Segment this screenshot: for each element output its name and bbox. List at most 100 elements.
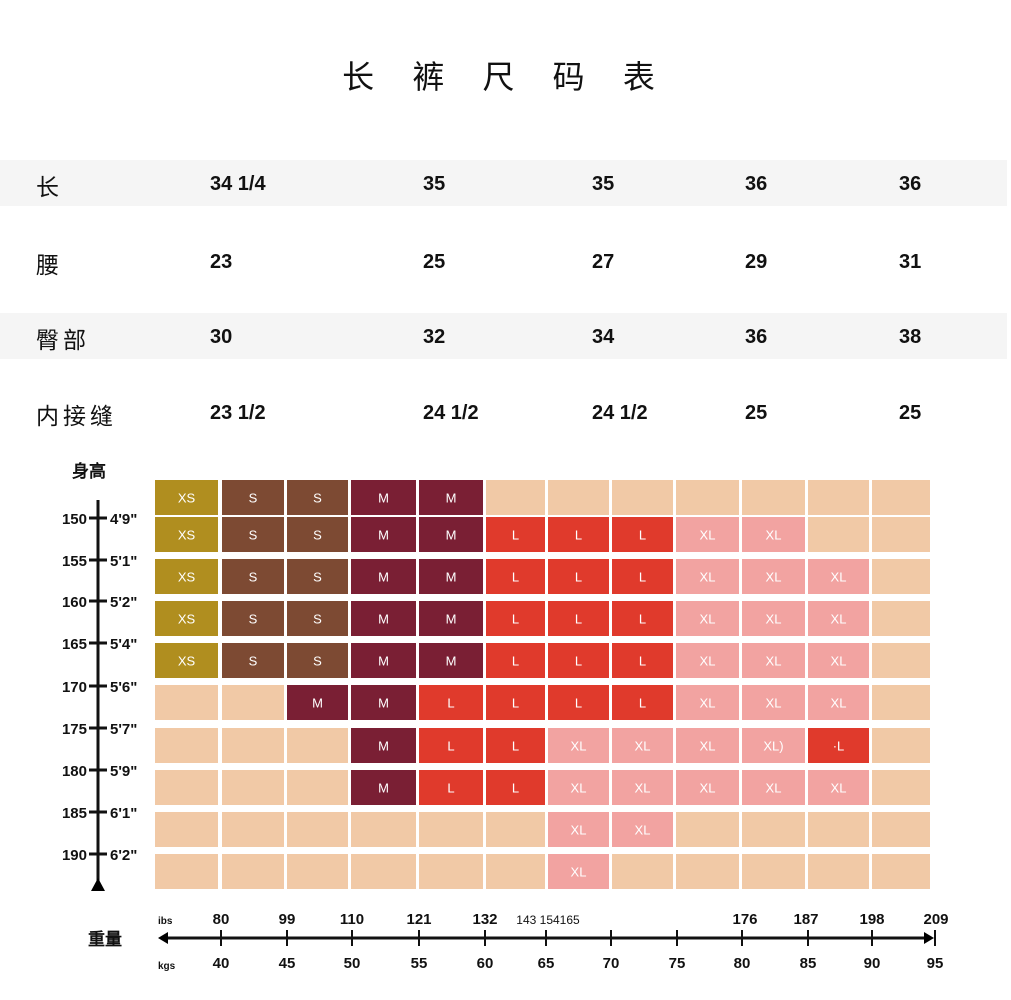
y-tick-cm: 190	[62, 847, 87, 864]
cell-label: S	[249, 528, 258, 543]
cell-label: XS	[178, 570, 196, 585]
heatmap-cell	[351, 480, 416, 515]
y-tick-ft: 5'2"	[110, 594, 137, 611]
x-axis-arrow-left	[158, 932, 168, 944]
heatmap-cell	[222, 685, 284, 720]
heatmap-cell	[287, 728, 348, 763]
heatmap-cell	[155, 854, 218, 889]
cell-label: L	[512, 696, 519, 711]
heatmap-cell	[351, 770, 416, 805]
heatmap-cell	[155, 728, 218, 763]
cell-label: M	[446, 570, 457, 585]
cell-label: S	[249, 612, 258, 627]
heatmap-cell	[287, 517, 348, 552]
cell-label: XL	[700, 781, 716, 796]
table-row-waist: 腰 23 25 27 29 31	[0, 238, 1007, 284]
heatmap-cell	[155, 643, 218, 678]
cell: 31	[899, 251, 922, 273]
heatmap-cell	[155, 601, 218, 636]
y-tick-ft: 5'4"	[110, 636, 137, 653]
heatmap-cell	[222, 854, 284, 889]
y-tick-ft: 5'7"	[110, 721, 137, 738]
cell-label: L	[639, 570, 646, 585]
cell-label: L	[512, 612, 519, 627]
x-tick-lbs: 80	[213, 911, 230, 928]
cell: 25	[899, 402, 922, 424]
x-tick-kgs: 50	[344, 955, 361, 972]
heatmap-cell	[548, 770, 609, 805]
y-tick-cm: 155	[62, 553, 87, 570]
x-tick-lbs: 143 154165	[516, 913, 580, 927]
cell-label: L	[575, 654, 582, 669]
heatmap-cell	[351, 812, 416, 847]
cell-label: XL	[571, 823, 587, 838]
y-axis-label: 身高	[72, 461, 106, 482]
cell-label: L	[447, 739, 454, 754]
heatmap-cell	[676, 770, 739, 805]
y-tick-ft: 4'9"	[110, 511, 137, 528]
heatmap-cell	[808, 854, 869, 889]
heatmap-cell	[548, 517, 609, 552]
cell-label: XL	[635, 739, 651, 754]
heatmap-cell	[548, 601, 609, 636]
cell-label: L	[447, 696, 454, 711]
cell: 34	[592, 326, 615, 348]
cell-label: XL	[766, 654, 782, 669]
cell-label: XL	[635, 781, 651, 796]
page-title: 长 裤 尺 码 表	[342, 58, 669, 96]
heatmap-cell	[351, 854, 416, 889]
cell-label: XL	[635, 823, 651, 838]
cell-label: M	[312, 696, 323, 711]
y-tick-cm: 160	[62, 594, 87, 611]
cell-label: XS	[178, 528, 196, 543]
cell-label: XL	[700, 739, 716, 754]
heatmap-cell	[808, 685, 869, 720]
heatmap-cell	[351, 643, 416, 678]
x-tick-kgs: 65	[538, 955, 555, 972]
heatmap-cell	[808, 559, 869, 594]
heatmap-cell	[742, 685, 805, 720]
cell-label: L	[575, 696, 582, 711]
cell: 27	[592, 251, 615, 273]
cell-label: ·L	[833, 739, 845, 754]
y-tick-cm: 180	[62, 763, 87, 780]
cell-label: XS	[178, 654, 196, 669]
cell: 25	[423, 251, 446, 273]
cell: 30	[210, 326, 233, 348]
x-tick-kgs: 85	[800, 955, 817, 972]
cell-label: L	[639, 528, 646, 543]
heatmap-cell	[872, 480, 930, 515]
heatmap-cell	[742, 480, 805, 515]
x-tick-kgs: 70	[603, 955, 620, 972]
heatmap-cell	[676, 480, 739, 515]
x-tick-kgs: 60	[477, 955, 494, 972]
heatmap-cell	[486, 480, 545, 515]
cell-label: XL	[700, 696, 716, 711]
heatmap-cell	[419, 643, 483, 678]
x-tick-kgs: 75	[669, 955, 686, 972]
heatmap-cell	[419, 601, 483, 636]
cell: 35	[592, 173, 615, 195]
cell-label: S	[313, 612, 322, 627]
cell-label: S	[313, 654, 322, 669]
heatmap-cell	[287, 480, 348, 515]
cell-label: XL	[831, 654, 847, 669]
table-row-hip: 臀部 30 32 34 36 38	[0, 313, 1007, 359]
heatmap-cell	[548, 728, 609, 763]
heatmap-cell	[419, 480, 483, 515]
heatmap-cell	[287, 770, 348, 805]
y-axis-arrow	[91, 878, 105, 891]
heatmap-cell	[351, 559, 416, 594]
row-label: 长	[36, 175, 63, 201]
cell-label: XL	[831, 781, 847, 796]
heatmap-cell	[155, 480, 218, 515]
heatmap-cell	[419, 854, 483, 889]
heatmap-cell	[486, 728, 545, 763]
x-tick-kgs: 90	[864, 955, 881, 972]
heatmap-cell	[676, 812, 739, 847]
heatmap-cell	[808, 812, 869, 847]
heatmap-cell	[548, 559, 609, 594]
cell-label: XL	[571, 865, 587, 880]
y-tick-cm: 170	[62, 679, 87, 696]
heatmap-cell	[548, 480, 609, 515]
